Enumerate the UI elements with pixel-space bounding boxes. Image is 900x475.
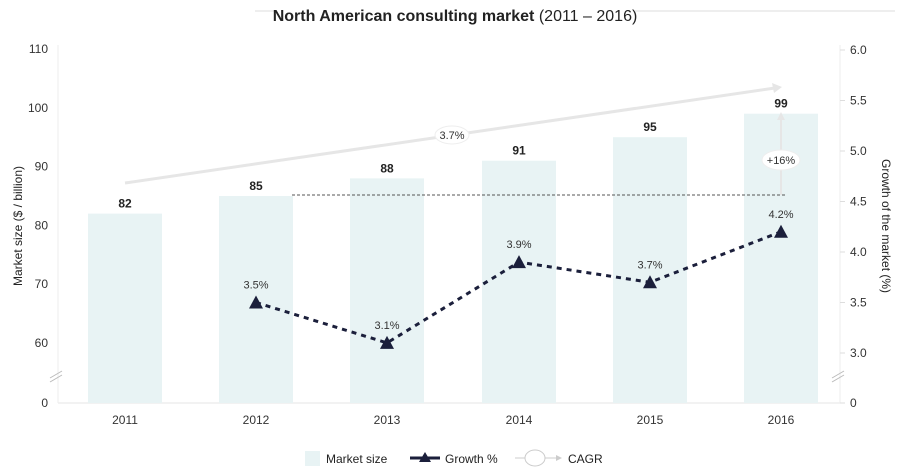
y-axis-label: Market size ($ / billion) <box>11 166 25 286</box>
x-tick-label: 2011 <box>112 413 138 427</box>
legend-market-size-swatch <box>305 451 320 466</box>
bar-2013 <box>350 178 424 403</box>
triangle-icon <box>419 452 431 462</box>
y-tick-label: 80 <box>35 218 49 232</box>
bar-2011 <box>88 213 162 403</box>
growth-marker-2015 <box>643 275 657 289</box>
y2-tick-label: 4.0 <box>850 245 867 259</box>
y2-tick-label: 5.5 <box>850 94 867 108</box>
bar-label: 95 <box>643 120 657 134</box>
y-tick-label: 100 <box>28 101 48 115</box>
x-tick-label: 2013 <box>374 413 401 427</box>
bar-label: 99 <box>774 97 788 111</box>
title-years: (2011 – 2016) <box>539 8 637 25</box>
y2-tick-label: 3.0 <box>850 346 867 360</box>
increase-label-bubble <box>761 149 801 171</box>
increase-label: +16% <box>767 155 796 167</box>
bar-label: 91 <box>512 144 526 158</box>
growth-label: 3.5% <box>243 280 268 292</box>
bar-label: 85 <box>249 179 263 193</box>
y-tick-label: 70 <box>35 277 49 291</box>
growth-label: 3.7% <box>637 259 662 271</box>
x-tick-label: 2015 <box>637 413 664 427</box>
y-tick-label: 60 <box>35 336 49 350</box>
growth-marker-2013 <box>380 335 394 349</box>
arrow-icon <box>772 83 782 93</box>
growth-marker-2012 <box>249 295 263 309</box>
arrow-up-icon <box>777 112 785 120</box>
y2-axis-label: Growth of the market (%) <box>879 159 893 293</box>
bar-label: 88 <box>380 161 394 175</box>
cagr-label-bubble <box>434 125 470 145</box>
title-bold: North American consulting market <box>273 8 535 25</box>
growth-label: 3.9% <box>506 239 531 251</box>
bar-label: 82 <box>118 197 132 211</box>
legend-cagr: CAGR <box>568 452 603 466</box>
growth-label: 3.1% <box>374 320 399 332</box>
axis-break-icon <box>831 370 845 383</box>
arrow-icon <box>556 455 562 461</box>
legend-growth: Growth % <box>445 452 498 466</box>
y2-tick-label: 4.5 <box>850 195 867 209</box>
y2-tick-label: 6.0 <box>850 43 867 57</box>
cagr-label: 3.7% <box>439 130 464 142</box>
y-tick-label: 110 <box>29 42 48 56</box>
x-tick-label: 2016 <box>768 413 795 427</box>
legend-market-size: Market size <box>326 452 388 466</box>
y2-tick-label: 0 <box>850 396 857 410</box>
y-tick-label: 0 <box>41 396 48 410</box>
y-tick-label: 90 <box>35 160 49 174</box>
growth-marker-2016 <box>774 224 788 238</box>
x-tick-label: 2012 <box>243 413 270 427</box>
bar-2014 <box>482 160 556 403</box>
y2-tick-label: 3.5 <box>850 296 867 310</box>
growth-label: 4.2% <box>768 209 793 221</box>
bar-2015 <box>613 137 687 403</box>
chart-title: North American consulting market (2011 –… <box>273 8 638 25</box>
axis-break-icon <box>49 370 63 383</box>
legend: Market size Growth % CAGR <box>305 449 603 467</box>
legend-cagr-ellipse <box>524 449 546 467</box>
growth-marker-2014 <box>512 255 526 269</box>
y2-tick-label: 5.0 <box>850 144 867 158</box>
x-tick-label: 2014 <box>506 413 533 427</box>
